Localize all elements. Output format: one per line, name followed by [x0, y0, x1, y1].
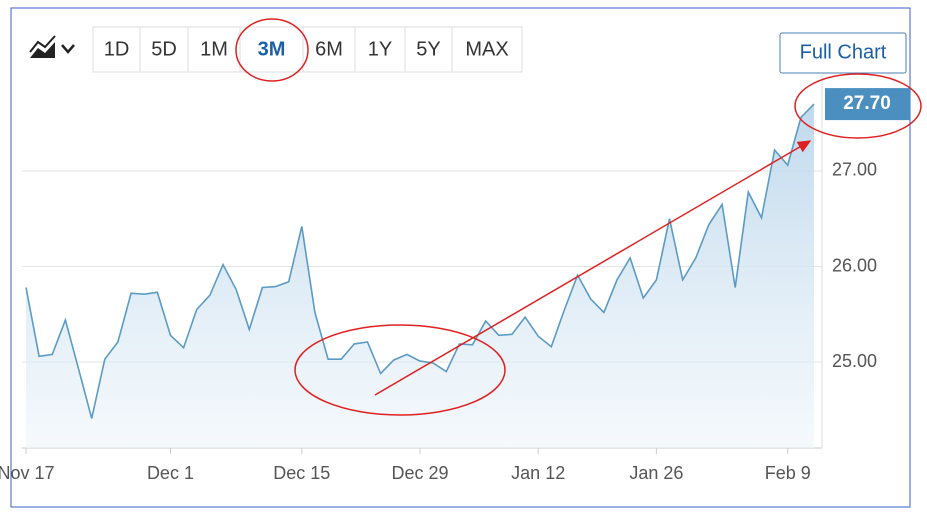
range-button[interactable]: MAX: [465, 38, 508, 60]
chart-type-icon[interactable]: [29, 35, 75, 58]
frame: [10, 7, 911, 508]
x-tick-label: Jan 26: [629, 463, 683, 483]
full-chart-button[interactable]: [779, 32, 907, 74]
price-line: [25, 103, 815, 419]
x-tick-label: Dec 1: [147, 463, 194, 483]
price-label: 27.70: [843, 93, 891, 114]
range-button[interactable]: 1M: [200, 38, 228, 60]
x-tick-label: Dec 15: [273, 463, 330, 483]
range-button[interactable]: 6M: [315, 38, 343, 60]
y-tick-label: 25.00: [832, 351, 877, 371]
range-button[interactable]: 5D: [151, 38, 177, 60]
x-tick-label: Nov 17: [0, 463, 55, 483]
y-tick-label: 27.00: [832, 160, 877, 180]
area: [26, 104, 814, 448]
y-tick-label: 26.00: [832, 255, 877, 275]
price-badge: [825, 88, 910, 121]
annotation-circle: [235, 18, 309, 82]
annotation-arrow: [374, 140, 812, 396]
full-chart-label[interactable]: Full Chart: [800, 41, 887, 63]
x-tick-label: Feb 9: [765, 463, 811, 483]
x-tick-label: Dec 29: [391, 463, 448, 483]
button-bar: [92, 26, 523, 73]
range-button[interactable]: 1D: [104, 38, 130, 60]
annotation-circle: [794, 73, 922, 139]
range-button[interactable]: 5Y: [416, 38, 440, 60]
range-button[interactable]: 3M: [258, 38, 286, 60]
x-tick-label: Jan 12: [511, 463, 565, 483]
range-button[interactable]: 1Y: [368, 38, 392, 60]
annotation-circle: [294, 324, 506, 416]
